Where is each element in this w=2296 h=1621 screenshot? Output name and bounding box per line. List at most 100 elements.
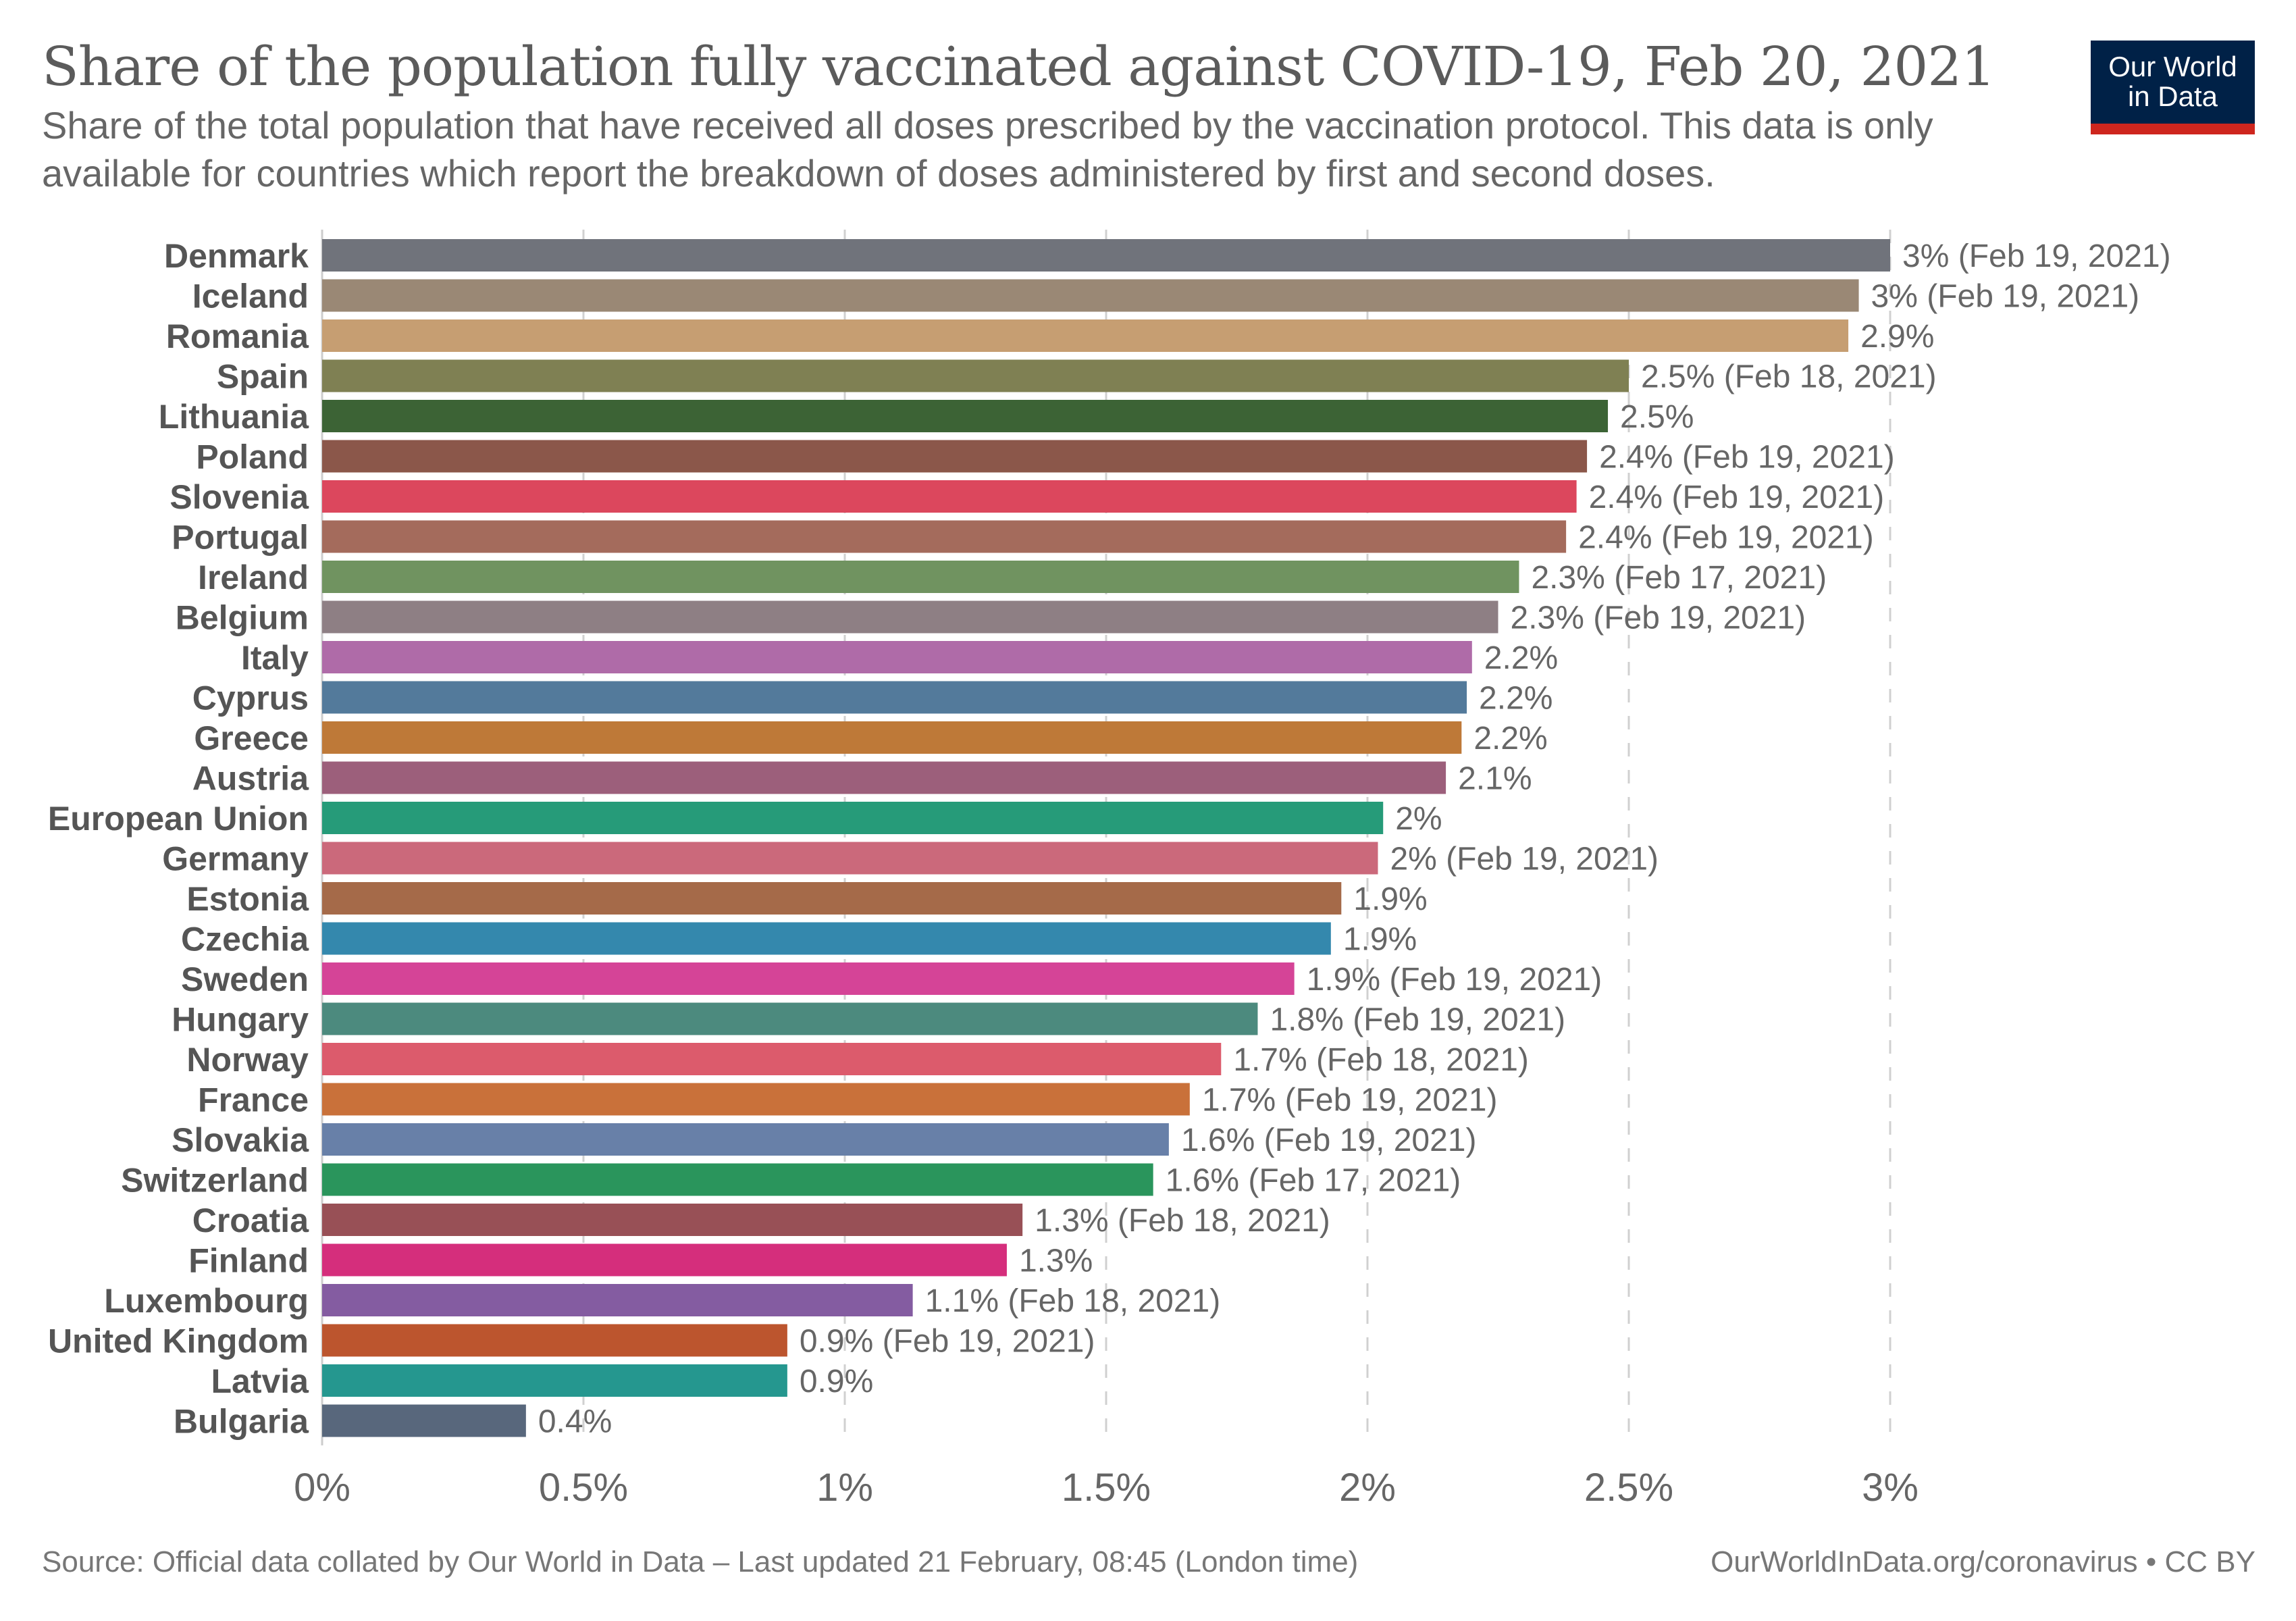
value-labels: 3% (Feb 19, 2021) 3% (Feb 19, 2021) 2.9% 2.… <box>538 238 2171 1440</box>
credit-link[interactable]: OurWorldInData.org/coronavirus • CC BY <box>1711 1545 2255 1578</box>
data-label: 1.8% (Feb 19, 2021) <box>1270 1002 1565 1038</box>
bar[interactable] <box>322 1204 1023 1236</box>
bar[interactable] <box>322 1404 526 1437</box>
owid-logo[interactable]: Our World in Data <box>2091 41 2255 134</box>
bar[interactable] <box>322 359 1629 392</box>
data-label: 1.9% <box>1343 922 1417 958</box>
bar[interactable] <box>322 400 1609 432</box>
bar[interactable] <box>322 721 1462 754</box>
x-tick-label: 0.5% <box>539 1466 628 1510</box>
data-label: 3% (Feb 19, 2021) <box>1902 238 2171 274</box>
category-label: Croatia <box>192 1202 309 1239</box>
bar[interactable] <box>322 641 1472 673</box>
category-label: Austria <box>192 760 309 798</box>
bar[interactable] <box>322 1324 787 1357</box>
data-label: 0.9% <box>800 1364 873 1399</box>
bar[interactable] <box>322 319 1849 352</box>
data-label: 2% <box>1395 801 1442 837</box>
data-label: 1.6% (Feb 19, 2021) <box>1181 1123 1477 1158</box>
category-label: Cyprus <box>192 679 309 717</box>
data-label: 2.1% <box>1458 761 1532 797</box>
category-labels: DenmarkIcelandRomaniaSpainLithuaniaPolan… <box>48 237 309 1441</box>
category-label: Denmark <box>164 237 309 275</box>
data-label: 2.4% (Feb 19, 2021) <box>1599 440 1895 475</box>
bar[interactable] <box>322 882 1342 915</box>
data-label: 1.7% (Feb 19, 2021) <box>1202 1083 1498 1118</box>
bar[interactable] <box>322 600 1498 634</box>
category-label: Ireland <box>198 559 309 596</box>
logo-accent-bar <box>2091 124 2255 134</box>
data-label: 2.2% <box>1484 640 1558 676</box>
x-tick-label: 1% <box>816 1466 873 1510</box>
category-label: France <box>198 1081 309 1119</box>
bars <box>322 239 1890 1437</box>
bar[interactable] <box>322 279 1859 312</box>
category-label: Romania <box>166 317 309 355</box>
category-label: Estonia <box>186 880 309 918</box>
source-note: Source: Official data collated by Our Wo… <box>42 1545 1359 1578</box>
x-tick-label: 1.5% <box>1062 1466 1151 1510</box>
category-label: Czechia <box>181 921 309 958</box>
x-axis-ticks: 0% 0.5% 1% 1.5% 2% 2.5% 3% <box>294 1466 1919 1510</box>
data-label: 1.3% <box>1019 1243 1093 1279</box>
bar[interactable] <box>322 1043 1222 1075</box>
bar[interactable] <box>322 1123 1169 1156</box>
x-tick-label: 2.5% <box>1584 1466 1673 1510</box>
data-label: 2.2% <box>1473 721 1547 756</box>
category-label: Latvia <box>211 1362 309 1400</box>
data-label: 2.5% <box>1620 399 1694 435</box>
category-label: Belgium <box>176 599 309 637</box>
category-label: Slovakia <box>172 1121 309 1159</box>
bar[interactable] <box>322 440 1588 473</box>
category-label: Finland <box>188 1242 309 1280</box>
data-label: 2.9% <box>1860 319 1934 355</box>
bar[interactable] <box>322 480 1577 513</box>
data-label: 2.5% (Feb 18, 2021) <box>1641 359 1937 395</box>
bar[interactable] <box>322 239 1890 272</box>
data-label: 1.9% <box>1353 881 1427 917</box>
bar[interactable] <box>322 842 1378 875</box>
bar[interactable] <box>322 802 1384 834</box>
chart-subtitle: Share of the total population that have … <box>42 104 1933 195</box>
category-label: Greece <box>194 719 309 757</box>
category-label: Norway <box>186 1041 309 1079</box>
data-label: 1.7% (Feb 18, 2021) <box>1233 1042 1529 1078</box>
category-label: Lithuania <box>159 398 309 436</box>
data-label: 2.4% (Feb 19, 2021) <box>1578 520 1874 556</box>
category-label: Slovenia <box>169 478 309 516</box>
bar[interactable] <box>322 922 1331 955</box>
category-label: Spain <box>217 358 309 396</box>
category-label: Switzerland <box>121 1162 309 1200</box>
category-label: Germany <box>162 840 309 878</box>
data-label: 2.4% (Feb 19, 2021) <box>1589 480 1885 515</box>
bar[interactable] <box>322 962 1295 995</box>
category-label: Sweden <box>181 960 309 998</box>
bar[interactable] <box>322 1083 1190 1116</box>
bar[interactable] <box>322 1284 913 1316</box>
data-label: 2.2% <box>1479 681 1553 717</box>
category-label: United Kingdom <box>48 1322 309 1360</box>
bar[interactable] <box>322 1364 787 1397</box>
logo-line-1: Our World <box>2108 51 2237 82</box>
bar[interactable] <box>322 761 1446 794</box>
x-tick-label: 0% <box>294 1466 350 1510</box>
x-tick-label: 3% <box>1862 1466 1919 1510</box>
category-label: European Union <box>48 800 309 838</box>
data-label: 2.3% (Feb 19, 2021) <box>1511 600 1806 636</box>
data-label: 0.9% (Feb 19, 2021) <box>800 1324 1095 1360</box>
data-label: 2% (Feb 19, 2021) <box>1390 842 1659 877</box>
category-label: Hungary <box>172 1001 309 1039</box>
bar[interactable] <box>322 1163 1153 1196</box>
bar[interactable] <box>322 681 1467 714</box>
x-tick-label: 2% <box>1339 1466 1396 1510</box>
chart-title: Share of the population fully vaccinated… <box>42 35 1995 98</box>
logo-line-2: in Data <box>2127 80 2218 112</box>
bar[interactable] <box>322 520 1567 553</box>
category-label: Bulgaria <box>174 1403 309 1441</box>
bar[interactable] <box>322 1002 1258 1035</box>
bar[interactable] <box>322 561 1519 593</box>
bar[interactable] <box>322 1243 1007 1277</box>
category-label: Italy <box>241 639 309 677</box>
data-label: 1.1% (Feb 18, 2021) <box>925 1283 1221 1319</box>
